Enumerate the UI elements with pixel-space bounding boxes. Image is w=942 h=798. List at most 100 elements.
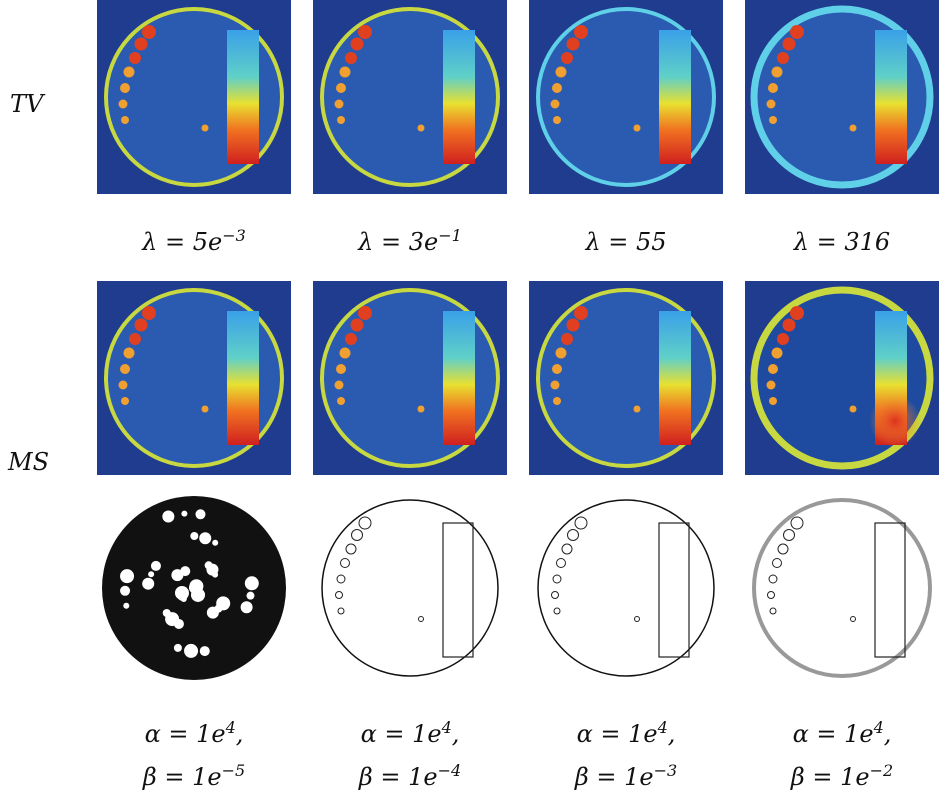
dot xyxy=(418,125,425,132)
caption-sup: −3 xyxy=(222,226,246,245)
dot xyxy=(561,333,573,345)
strip xyxy=(443,311,475,445)
dot xyxy=(769,397,777,405)
dot xyxy=(335,100,344,109)
dot xyxy=(135,38,148,51)
caption: α = 1e4, xyxy=(361,718,460,749)
dot xyxy=(634,406,641,413)
image-panel xyxy=(313,281,507,475)
dot xyxy=(202,406,209,413)
dot xyxy=(202,125,209,132)
caption-text: λ = 316 xyxy=(793,228,890,256)
caption-sup: −2 xyxy=(870,761,894,780)
dot xyxy=(336,83,346,93)
caption: λ = 55 xyxy=(584,228,666,256)
hole xyxy=(195,509,205,519)
strip xyxy=(875,30,907,164)
caption-sup: 4 xyxy=(441,718,452,737)
dot xyxy=(574,306,588,320)
caption: β = 1e−5 xyxy=(142,761,245,792)
dot xyxy=(345,52,357,64)
dot xyxy=(351,38,364,51)
image-panel xyxy=(529,0,723,194)
hole xyxy=(184,644,198,658)
caption: λ = 316 xyxy=(793,228,890,256)
caption-end: , xyxy=(236,720,244,748)
dot xyxy=(553,397,561,405)
caption-sup: −5 xyxy=(222,761,246,780)
caption-sup: 4 xyxy=(873,718,884,737)
dot xyxy=(129,333,141,345)
dot xyxy=(340,67,351,78)
dot xyxy=(551,381,560,390)
hole xyxy=(123,603,129,609)
dot xyxy=(551,100,560,109)
hole xyxy=(151,561,161,571)
hole xyxy=(174,619,184,629)
hole xyxy=(120,586,130,596)
dot xyxy=(561,52,573,64)
dot xyxy=(119,381,128,390)
row-label: TV xyxy=(10,90,46,118)
strip xyxy=(443,30,475,164)
image-panel xyxy=(529,487,723,689)
caption: β = 1e−3 xyxy=(574,761,677,792)
hole xyxy=(174,644,182,652)
dot xyxy=(567,38,580,51)
dot xyxy=(769,116,777,124)
strip xyxy=(227,30,259,164)
dot xyxy=(790,306,804,320)
dot xyxy=(767,381,776,390)
dot xyxy=(124,67,135,78)
dot xyxy=(142,306,156,320)
panel-bg xyxy=(313,487,507,689)
dot xyxy=(119,100,128,109)
dot xyxy=(574,25,588,39)
caption-sup: −1 xyxy=(438,226,462,245)
dot xyxy=(850,125,857,132)
dot xyxy=(777,333,789,345)
hole xyxy=(190,532,198,540)
caption-end: , xyxy=(884,720,892,748)
caption-text: α = 1e xyxy=(361,720,442,748)
image-panel xyxy=(313,0,507,194)
caption-text: β = 1e xyxy=(358,763,438,791)
caption-text: α = 1e xyxy=(145,720,226,748)
caption-text: λ = 3e xyxy=(357,228,438,256)
hole xyxy=(142,578,154,590)
dot xyxy=(124,348,135,359)
dot xyxy=(358,25,372,39)
panel-bg xyxy=(529,487,723,689)
hole xyxy=(241,601,253,613)
hole xyxy=(181,511,187,517)
strip xyxy=(659,311,691,445)
caption: λ = 5e−3 xyxy=(141,226,246,257)
dot xyxy=(340,348,351,359)
image-panel xyxy=(97,281,291,475)
dot xyxy=(418,406,425,413)
caption-text: α = 1e xyxy=(577,720,658,748)
strip xyxy=(227,311,259,445)
hole xyxy=(162,510,174,522)
dot xyxy=(129,52,141,64)
dot xyxy=(772,348,783,359)
caption-end: , xyxy=(668,720,676,748)
hole xyxy=(200,646,210,656)
caption-sup: 4 xyxy=(225,718,236,737)
caption: α = 1e4, xyxy=(793,718,892,749)
hole xyxy=(246,592,254,600)
panel-bg xyxy=(745,487,939,689)
dot xyxy=(768,83,778,93)
caption: α = 1e4, xyxy=(145,718,244,749)
dot xyxy=(120,364,130,374)
figure: TV MS λ = 5e−3α = 1e4,β = 1e−5λ = 3e−1α … xyxy=(0,0,942,798)
dot xyxy=(351,319,364,332)
caption: β = 1e−4 xyxy=(358,761,461,792)
dot xyxy=(767,100,776,109)
dot xyxy=(552,83,562,93)
caption-text: β = 1e xyxy=(142,763,222,791)
caption-text: λ = 55 xyxy=(584,228,666,256)
dot xyxy=(768,364,778,374)
dot xyxy=(783,319,796,332)
blob xyxy=(869,395,921,447)
